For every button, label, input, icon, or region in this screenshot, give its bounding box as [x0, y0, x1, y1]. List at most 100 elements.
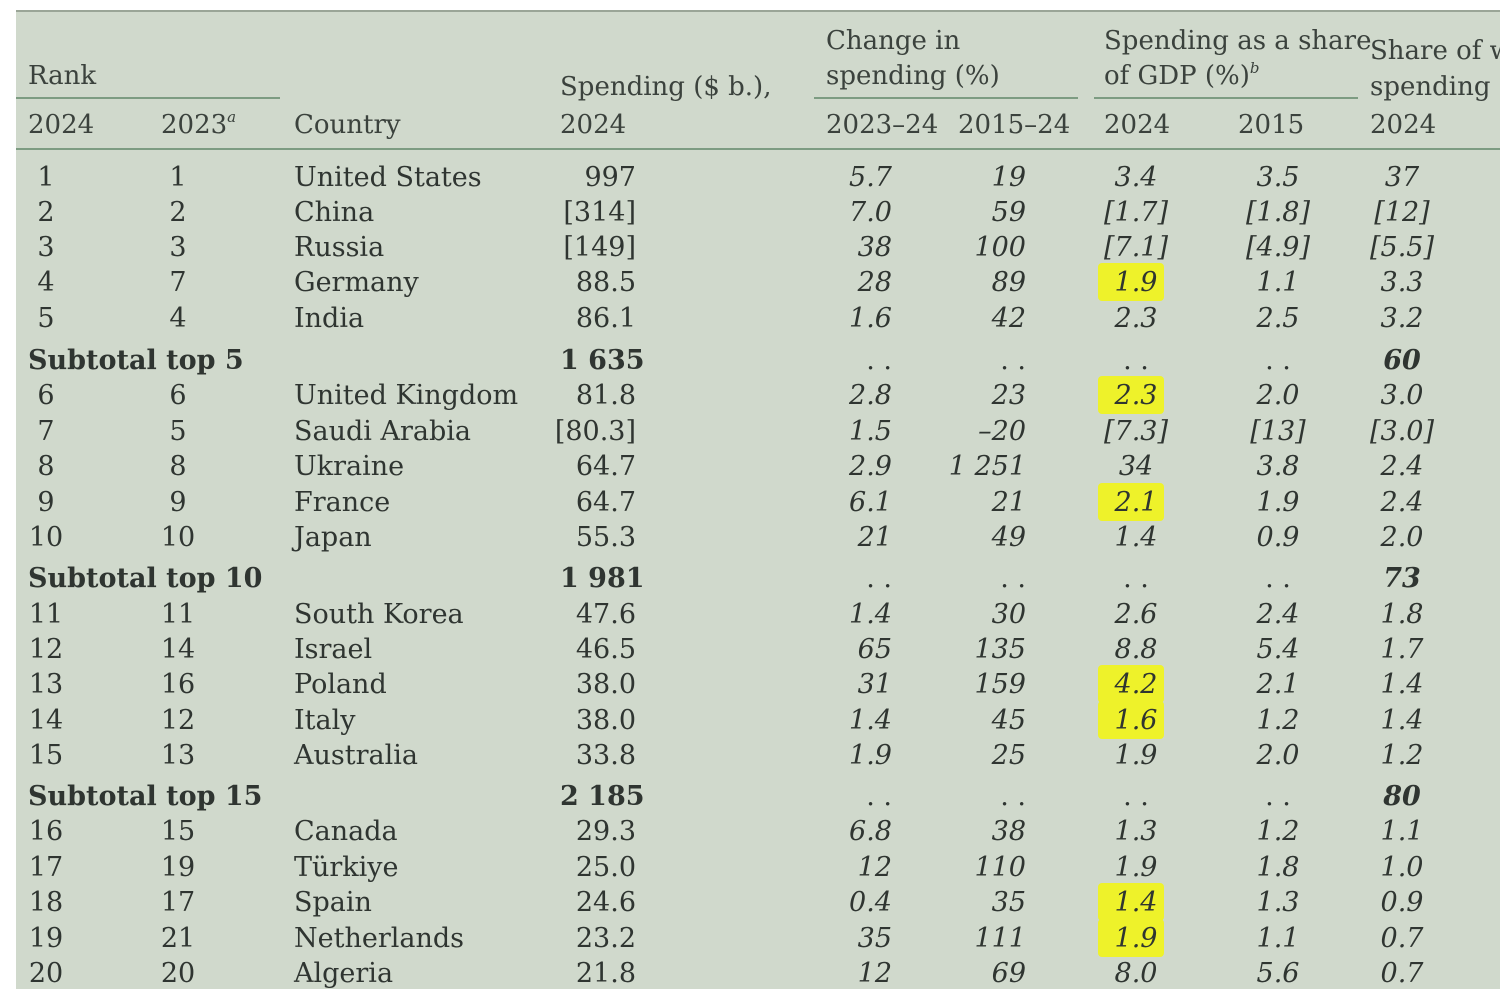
subtotal-row: Subtotal top 15 2 185 . . . . . . . . 80 — [16, 783, 1500, 815]
cell-spending: 64.7 — [575, 451, 636, 482]
cell-change-2015-24: 100 — [974, 232, 1026, 263]
cell-gdp-2015: 5.6 — [1256, 958, 1300, 989]
subtotal-row: Subtotal top 5 1 635 . . . . . . . . 60 — [16, 347, 1500, 379]
cell-rank-2023: 3 — [169, 232, 187, 263]
gdp-header-line2: of GDP (%)b — [1104, 59, 1260, 91]
cell-gdp-2015: 1.1 — [1256, 267, 1300, 298]
cell-world-share: 2.4 — [1380, 487, 1424, 518]
cell-country: Germany — [294, 267, 419, 298]
cell-country: Saudi Arabia — [294, 416, 472, 447]
cell-spending: 55.3 — [575, 522, 636, 553]
cell-change-2015-24: 23 — [991, 380, 1026, 411]
cell-change-2023-24: . . — [866, 563, 892, 594]
rank-2023-header: 2023a — [161, 108, 237, 140]
cell-rank-2024: 8 — [37, 451, 55, 482]
cell-spending: [80.3] — [554, 416, 636, 447]
cell-rank-2023: 9 — [169, 487, 187, 518]
table-row: 7 5 Saudi Arabia [80.3] 1.5 –20 [7.3] [13] [3.0] — [16, 418, 1500, 450]
cell-change-2015-24: 1 251 — [948, 451, 1026, 482]
gdp-header-line1: Spending as a share — [1104, 26, 1372, 56]
cell-country: Türkiye — [294, 852, 399, 883]
cell-world-share: 1.7 — [1380, 634, 1424, 665]
cell-change-2023-24: 12 — [857, 958, 892, 989]
cell-change-2015-24: 111 — [974, 923, 1026, 954]
cell-rank-2024: 14 — [28, 705, 64, 736]
cell-change-2015-24: 59 — [991, 197, 1026, 228]
cell-country: Canada — [294, 816, 398, 847]
cell-change-2023-24: 6.8 — [849, 816, 892, 847]
change-2023-24-header: 2023–24 — [826, 110, 939, 140]
cell-gdp-2015: 0.9 — [1256, 522, 1300, 553]
cell-gdp-2024: . . — [1123, 345, 1149, 376]
cell-rank-2023: 8 — [169, 451, 187, 482]
cell-gdp-2024: 4.2 — [1114, 669, 1158, 700]
cell-rank-2023: 2 — [169, 197, 187, 228]
cell-world-share: 1.1 — [1380, 816, 1424, 847]
cell-change-2015-24: 38 — [991, 816, 1026, 847]
spending-header-line1: Spending ($ b.), — [560, 72, 772, 102]
cell-change-2023-24: 28 — [857, 267, 892, 298]
cell-gdp-2024: . . — [1123, 781, 1149, 812]
table-row: 16 15 Canada 29.3 6.8 38 1.3 1.2 1.1 — [16, 818, 1500, 850]
cell-rank-2023: 4 — [169, 303, 187, 334]
table-row: 13 16 Poland 38.0 31 159 4.2 2.1 1.4 — [16, 665, 1500, 703]
cell-rank-2024: 1 — [37, 162, 55, 193]
cell-gdp-2015: 1.1 — [1256, 923, 1300, 954]
cell-change-2015-24: 69 — [991, 958, 1026, 989]
cell-change-2023-24: 1.4 — [849, 599, 892, 630]
cell-world-share: [3.0] — [1369, 416, 1434, 447]
cell-rank-2023: 6 — [169, 380, 187, 411]
cell-country: United Kingdom — [294, 380, 519, 411]
cell-change-2015-24: 35 — [991, 887, 1026, 918]
cell-country: China — [294, 197, 375, 228]
world-share-2024-header: 2024 — [1370, 110, 1437, 140]
gdp-footnote-mark: b — [1249, 59, 1260, 77]
cell-gdp-2024: 34 — [1118, 451, 1154, 482]
subtotal-row: Subtotal top 10 1 981 . . . . . . . . 73 — [16, 565, 1500, 597]
cell-rank-2024: 15 — [28, 740, 64, 771]
cell-spending: 25.0 — [575, 852, 636, 883]
cell-spending: 23.2 — [575, 923, 636, 954]
cell-world-share: 3.0 — [1380, 380, 1424, 411]
cell-rank-2024: 6 — [37, 380, 55, 411]
cell-change-2015-24: 25 — [991, 740, 1026, 771]
table-row: 11 11 South Korea 47.6 1.4 30 2.6 2.4 1.8 — [16, 601, 1500, 633]
cell-change-2023-24: . . — [866, 345, 892, 376]
cell-world-share: 0.9 — [1380, 887, 1424, 918]
cell-country: Italy — [294, 705, 356, 736]
world-share-header-line2: spending ( — [1370, 72, 1500, 102]
cell-world-share: 0.7 — [1380, 958, 1424, 989]
cell-spending: 46.5 — [575, 634, 636, 665]
subtotal-spending: 1 981 — [560, 563, 645, 594]
cell-spending: 88.5 — [575, 267, 636, 298]
change-header-rule — [814, 97, 1078, 99]
cell-change-2023-24: 1.4 — [849, 705, 892, 736]
cell-country: France — [294, 487, 391, 518]
cell-gdp-2015: 2.4 — [1256, 599, 1300, 630]
cell-gdp-2024: 1.4 — [1114, 887, 1158, 918]
subtotal-label: Subtotal top 10 — [28, 563, 263, 594]
table-row: 17 19 Türkiye 25.0 12 110 1.9 1.8 1.0 — [16, 854, 1500, 886]
change-header-line2: spending (%) — [826, 61, 1000, 91]
cell-rank-2023: 21 — [160, 923, 196, 954]
cell-change-2023-24: 65 — [857, 634, 892, 665]
cell-gdp-2015: 1.9 — [1256, 487, 1300, 518]
cell-rank-2023: 19 — [160, 852, 196, 883]
cell-change-2015-24: 45 — [991, 705, 1026, 736]
cell-change-2023-24: 12 — [857, 852, 892, 883]
cell-gdp-2015: 1.8 — [1256, 852, 1300, 883]
cell-change-2023-24: 31 — [857, 669, 892, 700]
cell-world-share: 60 — [1383, 345, 1421, 376]
gdp-highlight-marker — [1098, 883, 1164, 921]
cell-gdp-2015: 3.8 — [1256, 451, 1300, 482]
cell-spending: 86.1 — [575, 303, 636, 334]
cell-world-share: 73 — [1383, 563, 1421, 594]
subtotal-spending: 1 635 — [560, 345, 645, 376]
cell-world-share: [12] — [1374, 197, 1430, 228]
spending-header-line2: 2024 — [560, 110, 627, 140]
cell-gdp-2024: [7.3] — [1103, 416, 1168, 447]
cell-world-share: [5.5] — [1369, 232, 1434, 263]
cell-rank-2024: 16 — [28, 816, 64, 847]
cell-change-2015-24: 19 — [991, 162, 1026, 193]
cell-change-2023-24: 2.8 — [849, 380, 892, 411]
